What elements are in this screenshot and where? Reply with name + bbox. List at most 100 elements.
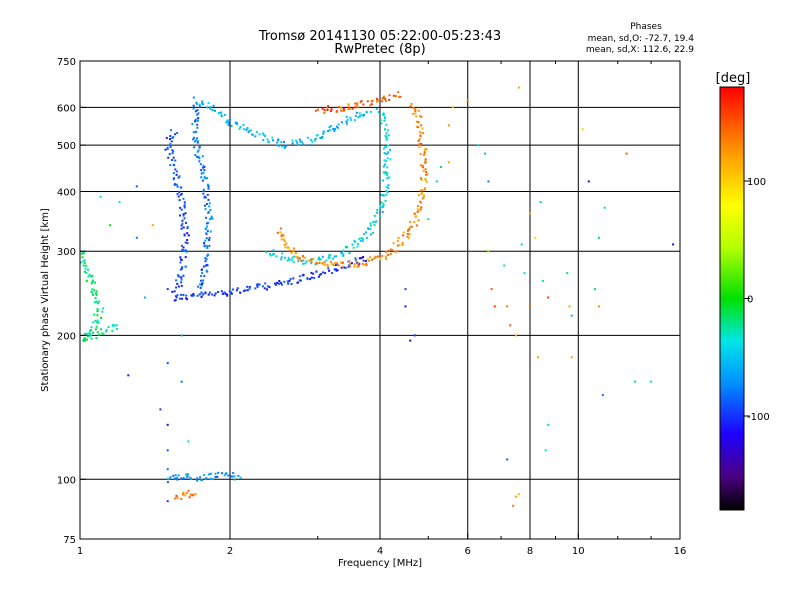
data-point [310, 262, 313, 265]
data-point [310, 276, 313, 279]
data-point [304, 256, 307, 259]
data-point [249, 129, 252, 132]
x-axis-label: Frequency [MHz] [338, 558, 422, 569]
data-point [185, 249, 187, 252]
data-point [601, 394, 604, 397]
data-point [305, 260, 308, 263]
data-point [214, 292, 217, 295]
data-point [409, 339, 412, 342]
data-point [174, 168, 177, 171]
data-point [237, 474, 240, 477]
data-point [143, 296, 146, 299]
data-point [396, 240, 399, 243]
data-point [181, 248, 184, 251]
data-point [420, 115, 423, 118]
data-point [398, 244, 401, 247]
data-point [254, 287, 257, 290]
data-point [183, 249, 186, 252]
data-point [200, 176, 203, 179]
data-point [181, 266, 184, 269]
data-point [204, 227, 207, 230]
data-point [208, 236, 211, 239]
data-point [207, 210, 210, 213]
data-point [111, 323, 114, 326]
data-point [326, 264, 329, 267]
data-point [263, 134, 266, 136]
data-point [272, 139, 274, 142]
data-point [333, 268, 336, 271]
data-point [171, 149, 174, 152]
data-point [113, 324, 116, 327]
data-point [214, 472, 217, 475]
data-point [359, 239, 362, 242]
data-point [186, 242, 189, 245]
data-point [198, 157, 201, 160]
data-point [306, 136, 309, 139]
data-point [170, 140, 173, 143]
data-point [116, 328, 119, 330]
data-point [380, 193, 383, 196]
data-point [169, 135, 172, 137]
data-point [333, 262, 336, 265]
data-point [94, 281, 96, 284]
data-point [314, 263, 317, 266]
data-point [217, 291, 220, 293]
data-point [166, 449, 169, 452]
data-point [342, 253, 345, 256]
data-point [176, 294, 179, 297]
data-point [353, 263, 356, 266]
data-point [254, 135, 257, 138]
data-point [204, 208, 207, 211]
data-point [355, 111, 358, 114]
data-point [323, 261, 326, 264]
data-point [276, 141, 279, 144]
data-point [183, 233, 186, 236]
data-point [211, 217, 214, 220]
data-point [169, 164, 172, 167]
data-point [382, 112, 385, 115]
data-point [650, 380, 653, 383]
data-point [185, 294, 188, 297]
data-point [382, 97, 385, 100]
data-point [216, 475, 219, 478]
data-point [284, 246, 287, 249]
data-point [625, 152, 628, 155]
data-point [92, 279, 94, 282]
data-point [101, 332, 104, 335]
data-point [402, 231, 405, 234]
data-point [345, 122, 348, 125]
data-point [196, 109, 199, 112]
data-point [407, 229, 409, 232]
data-point [164, 148, 167, 151]
data-point [176, 476, 179, 479]
data-point [272, 249, 275, 252]
data-point [281, 252, 284, 255]
data-point [209, 107, 212, 110]
data-point [90, 333, 93, 336]
data-point [386, 177, 389, 180]
data-point [90, 337, 93, 340]
data-point [404, 288, 407, 291]
data-point [347, 265, 350, 268]
data-point [424, 158, 427, 161]
data-point [200, 275, 203, 277]
data-point [244, 289, 247, 292]
data-point [175, 296, 178, 299]
data-point [238, 128, 241, 130]
data-point [179, 214, 181, 217]
data-point [203, 275, 206, 277]
data-point [385, 257, 387, 260]
legend-heading: Phases [630, 22, 662, 32]
data-point [371, 99, 374, 102]
data-point [205, 477, 208, 480]
data-point [266, 285, 269, 288]
data-point [175, 286, 178, 289]
data-point [420, 124, 423, 127]
data-point [408, 228, 411, 231]
data-point [182, 197, 185, 200]
y-tick-label: 200 [57, 331, 76, 342]
data-point [316, 262, 318, 265]
data-point [280, 258, 283, 261]
data-point [180, 227, 183, 230]
data-point [339, 261, 342, 264]
